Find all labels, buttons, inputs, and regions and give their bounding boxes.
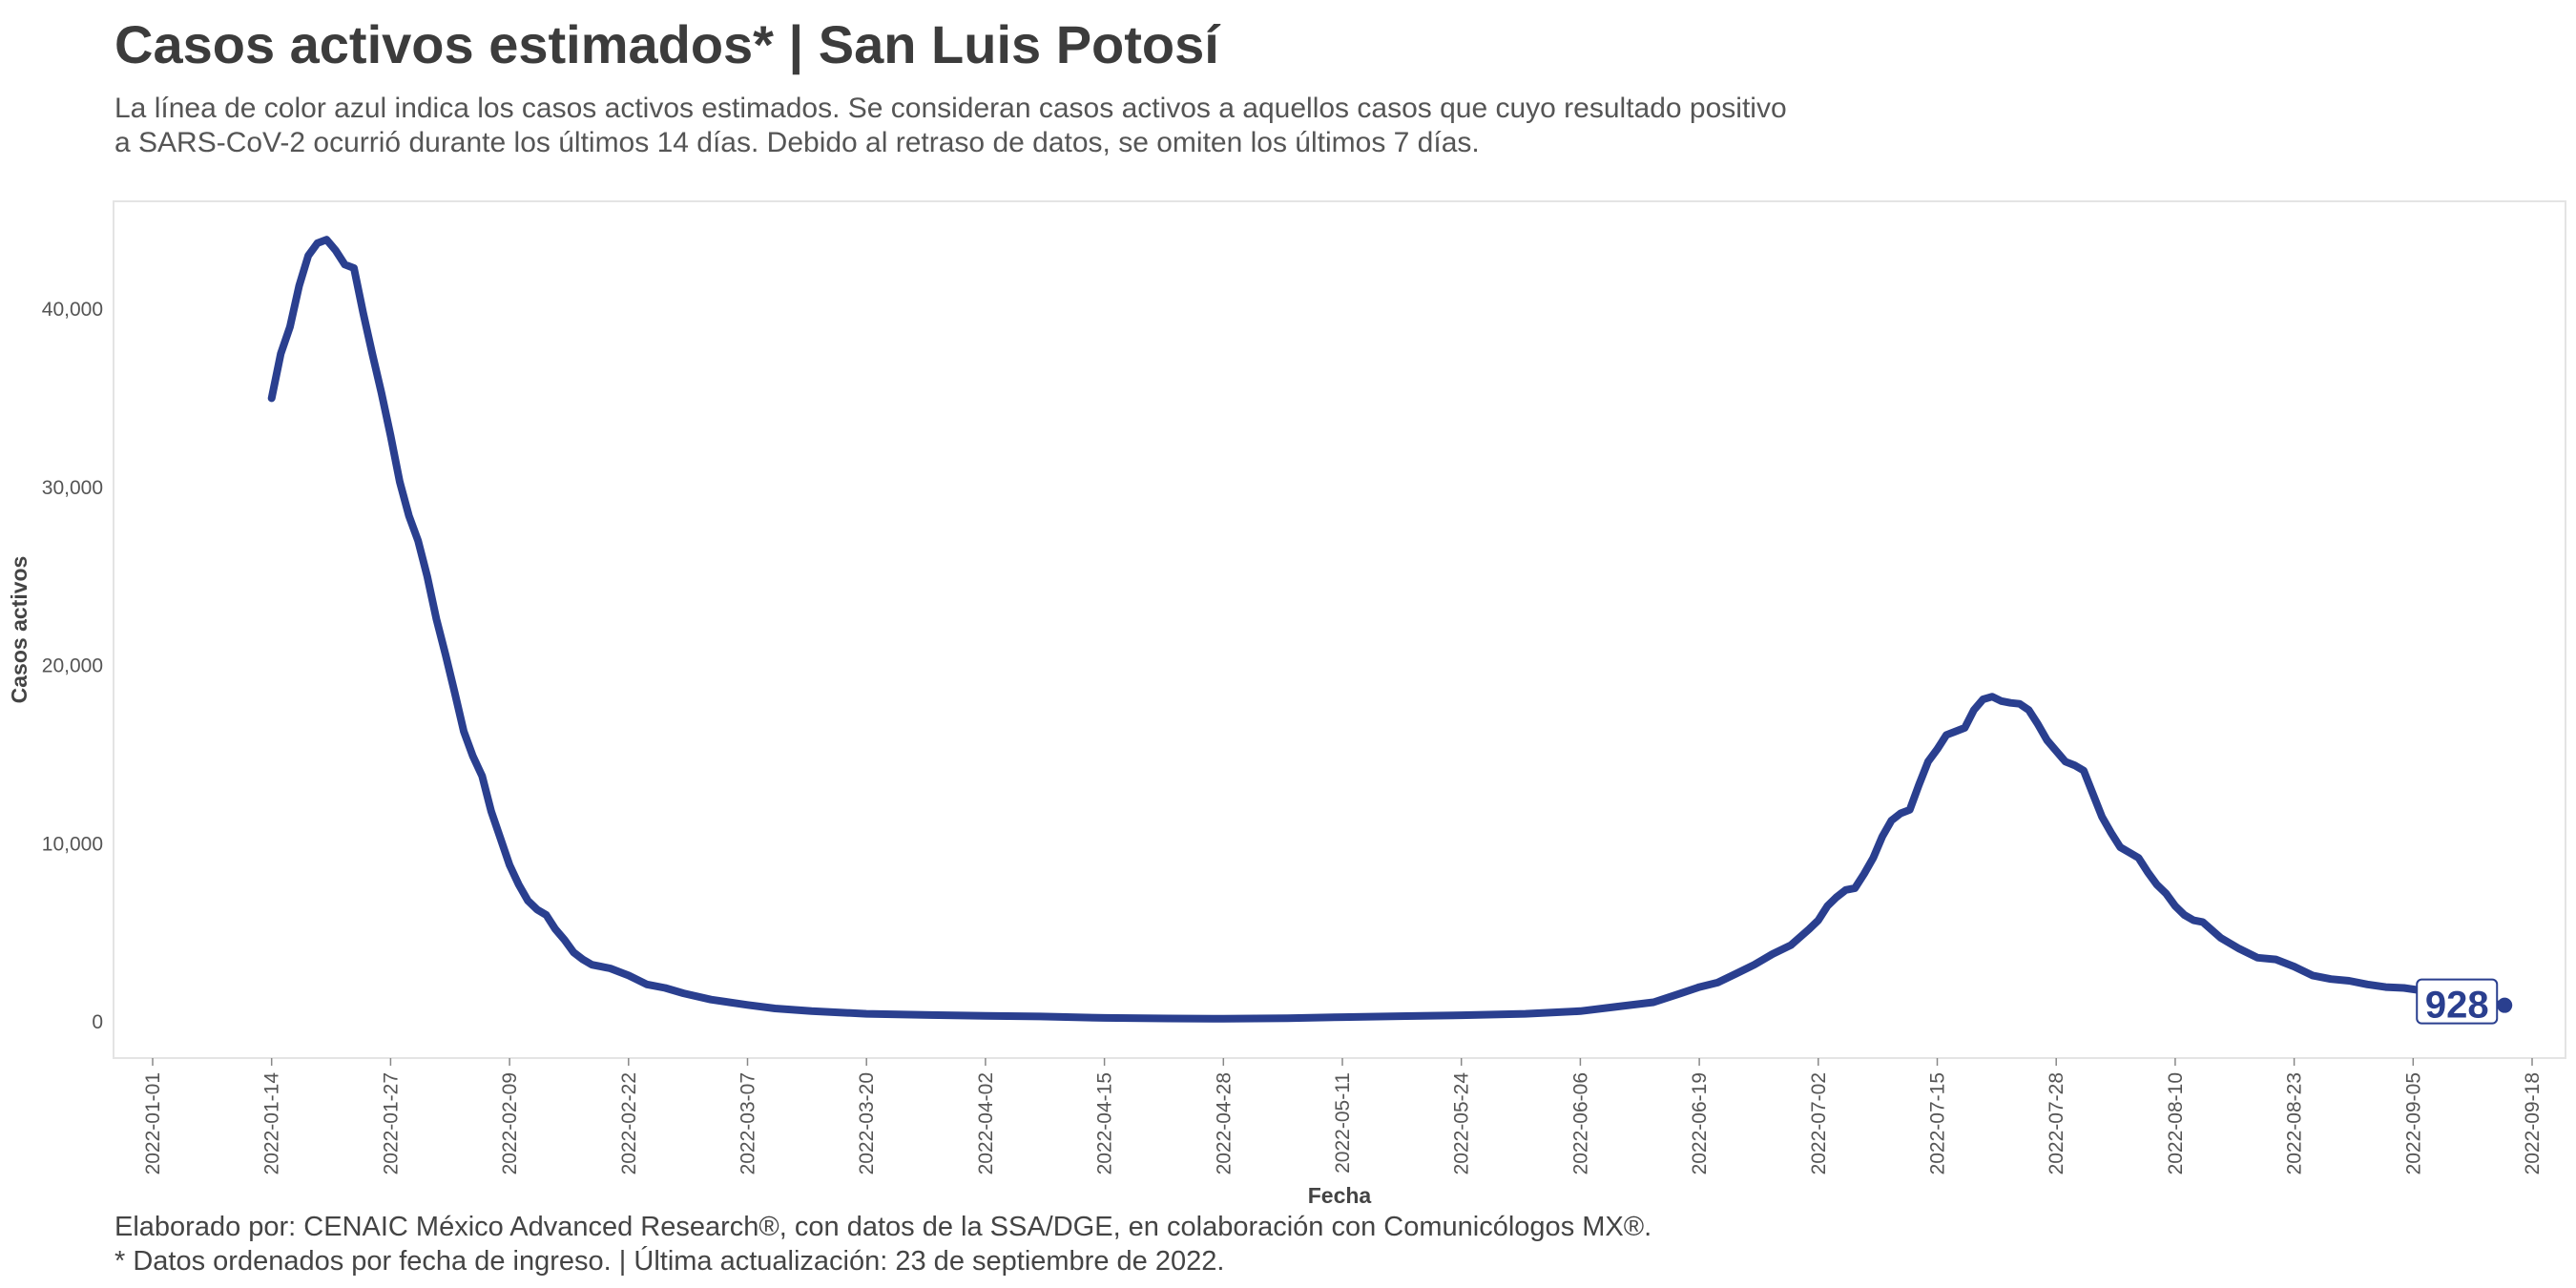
series-line	[267, 236, 2509, 1023]
x-tick-label: 2022-08-23	[2284, 1072, 2306, 1174]
subtitle-line-2: a SARS-CoV-2 ocurrió durante los últimos…	[114, 127, 1480, 158]
x-tick-label: 2022-04-28	[1213, 1072, 1235, 1174]
y-tick-label: 10,000	[42, 833, 103, 855]
x-tick-label: 2022-01-27	[380, 1072, 402, 1174]
y-axis-ticks: 0 10,000 20,000 30,000 40,000	[42, 299, 103, 1033]
x-tick-label: 2022-07-02	[1808, 1072, 1830, 1174]
x-tick-label: 2022-07-15	[1927, 1072, 1949, 1174]
chart-title: Casos activos estimados* | San Luis Poto…	[114, 14, 1219, 74]
x-tick-label: 2022-07-28	[2046, 1072, 2067, 1174]
x-axis-title: Fecha	[1308, 1183, 1372, 1208]
x-tick-label: 2022-05-11	[1332, 1072, 1354, 1174]
subtitle-line-1: La línea de color azul indica los casos …	[114, 93, 1787, 124]
x-tick-label: 2022-04-02	[975, 1072, 997, 1174]
x-tick-label: 2022-03-20	[856, 1072, 878, 1174]
x-tick-label: 2022-01-01	[142, 1072, 164, 1174]
x-tick-label: 2022-02-09	[499, 1072, 521, 1174]
x-tick-label: 2022-06-06	[1569, 1072, 1591, 1174]
end-label-box	[2416, 978, 2499, 1025]
y-tick-label: 0	[92, 1011, 103, 1033]
plot-panel	[113, 200, 2566, 1059]
x-tick-label: 2022-01-14	[261, 1072, 283, 1175]
x-tick-label: 2022-05-24	[1451, 1072, 1473, 1175]
caption: Elaborado por: CENAIC México Advanced Re…	[114, 1210, 1652, 1278]
x-axis-ticks: 2022-01-01 2022-01-14 2022-01-27 2022-02-09…	[142, 1058, 2544, 1174]
x-tick-label: 2022-09-18	[2522, 1072, 2544, 1174]
caption-line-2: * Datos ordenados por fecha de ingreso. …	[114, 1246, 1225, 1277]
x-tick-label: 2022-08-10	[2165, 1072, 2187, 1174]
y-axis-title: Casos activos	[7, 556, 31, 704]
chart-subtitle: La línea de color azul indica los casos …	[114, 92, 1927, 160]
y-tick-label: 20,000	[42, 655, 103, 677]
x-tick-label: 2022-06-19	[1689, 1072, 1711, 1174]
end-point	[2497, 997, 2513, 1013]
x-tick-label: 2022-03-07	[737, 1072, 759, 1174]
caption-line-1: Elaborado por: CENAIC México Advanced Re…	[114, 1212, 1652, 1242]
x-tick-label: 2022-04-15	[1094, 1072, 1116, 1174]
x-tick-label: 2022-02-22	[618, 1072, 640, 1174]
y-tick-label: 30,000	[42, 477, 103, 499]
y-tick-label: 40,000	[42, 299, 103, 321]
x-tick-label: 2022-09-05	[2402, 1072, 2424, 1174]
series-layer: 928	[267, 236, 2513, 1027]
end-label-value: 928	[2425, 985, 2489, 1027]
